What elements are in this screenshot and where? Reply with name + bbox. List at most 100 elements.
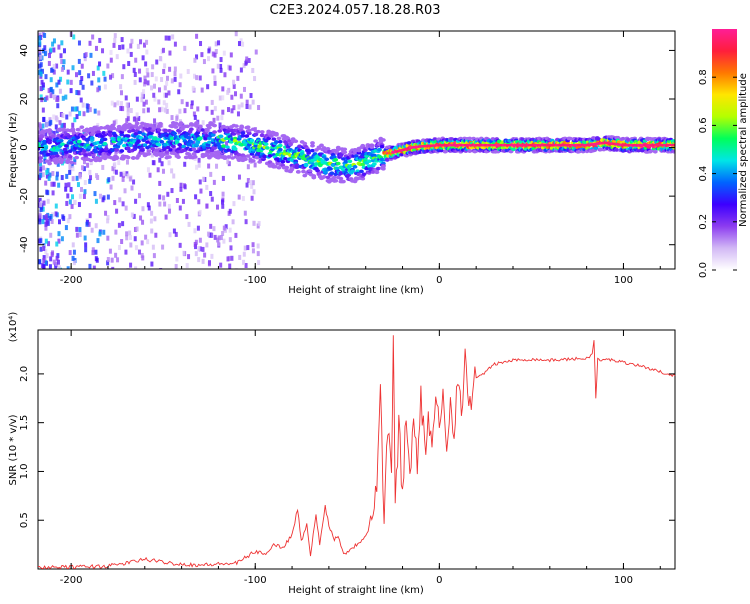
spectrogram-noise-cell	[175, 198, 179, 204]
spectrogram-noise-cell	[61, 95, 65, 101]
spectrogram-noise-cell	[148, 172, 152, 178]
spectrogram-band-cell	[69, 141, 74, 145]
spectrogram-noise-cell	[241, 196, 245, 202]
spectrogram-band-cell	[250, 127, 256, 132]
spectrogram-band-cell	[207, 140, 212, 145]
spectrogram-noise-cell	[52, 47, 56, 53]
spectrogram-band-cell	[60, 142, 65, 146]
spectrogram-noise-cell	[140, 97, 144, 103]
spectrogram-noise-cell	[62, 59, 66, 65]
spectrogram-noise-cell	[62, 122, 66, 128]
spectrogram-noise-cell	[98, 37, 102, 43]
colorbar-label: Normalized spectral amplitude	[738, 73, 749, 227]
spectrogram-noise-cell	[230, 108, 234, 114]
spectrogram-band-cell	[103, 147, 109, 151]
spectrogram-noise-cell	[132, 116, 136, 122]
spectrogram-band-cell	[128, 143, 134, 148]
spectrogram-band-cell	[342, 147, 348, 152]
spectrogram-noise-cell	[162, 195, 166, 201]
spectrogram-noise-cell	[167, 160, 171, 166]
spectrogram-band-cell	[98, 126, 104, 130]
spectrogram-noise-cell	[209, 191, 213, 197]
spectrogram-noise-cell	[234, 91, 238, 97]
spectrogram-noise-cell	[94, 223, 98, 229]
spectrogram-noise-cell	[173, 71, 177, 77]
spectrogram-noise-cell	[106, 257, 110, 263]
spectrogram-noise-cell	[193, 241, 197, 247]
spectrogram-noise-cell	[62, 129, 66, 135]
spectrogram-noise-cell	[86, 162, 90, 168]
spectrogram-noise-cell	[111, 266, 115, 269]
spectrogram-noise-cell	[239, 38, 243, 44]
spectrogram-noise-cell	[170, 188, 174, 194]
spectrogram-band-cell	[341, 179, 346, 184]
spectrogram-noise-cell	[122, 170, 126, 176]
spectrogram-band-cell	[47, 128, 52, 132]
spectrogram-noise-cell	[60, 40, 64, 46]
spectrogram-noise-cell	[245, 182, 249, 188]
spectrogram-noise-cell	[115, 208, 119, 214]
spectrogram-band-cell	[328, 167, 333, 171]
spectrogram-noise-cell	[69, 88, 73, 94]
spectrogram-noise-cell	[175, 116, 179, 122]
spectrogram-noise-cell	[80, 76, 84, 82]
spectrogram-noise-cell	[145, 39, 149, 45]
spectrogram-noise-cell	[187, 254, 191, 260]
spectrogram-noise-cell	[124, 95, 128, 101]
spectrogram-band-cell	[280, 159, 286, 164]
spectrogram-noise-cell	[126, 48, 130, 54]
spectrogram-noise-cell	[207, 48, 211, 54]
spectrogram-noise-cell	[96, 153, 100, 159]
spectrogram-noise-cell	[39, 54, 43, 60]
spectrogram-noise-cell	[42, 264, 46, 269]
spectrogram-band-cell	[197, 136, 203, 140]
spectrogram-band-cell	[164, 150, 170, 154]
spectrogram-noise-cell	[160, 77, 164, 83]
spectrogram-band-cell	[61, 127, 67, 132]
spectrogram-noise-cell	[135, 226, 139, 232]
spectrogram-noise-cell	[83, 180, 87, 186]
spectrogram-noise-cell	[167, 35, 171, 41]
spectrogram-noise-cell	[47, 88, 51, 94]
spectrogram-band-cell	[54, 157, 60, 162]
spectrogram-band-cell	[137, 130, 143, 135]
spectrogram-noise-cell	[243, 210, 247, 216]
spectrogram-band-cell	[257, 144, 263, 148]
spectrogram-band-cell	[47, 161, 52, 166]
spectrogram-band-cell	[97, 144, 103, 149]
spectrogram-noise-cell	[217, 40, 221, 46]
spectrogram-noise-cell	[226, 89, 230, 95]
spectrogram-band-cell	[142, 143, 148, 147]
spectrogram-noise-cell	[201, 258, 205, 264]
spectrogram-noise-cell	[245, 56, 249, 62]
spectrogram-noise-cell	[39, 202, 43, 208]
spectrogram-noise-cell	[88, 213, 92, 219]
spectrogram-band-cell	[411, 148, 417, 153]
spectrogram-noise-cell	[219, 67, 223, 73]
spectrogram-band-cell	[302, 141, 308, 146]
spectrogram-noise-cell	[130, 38, 134, 44]
spectrogram-noise-cell	[146, 202, 150, 208]
spectrogram-noise-cell	[241, 41, 245, 47]
spectrogram-noise-cell	[168, 66, 172, 72]
spectrogram-band-cell	[158, 121, 163, 126]
spectrogram-noise-cell	[111, 175, 115, 181]
spectrogram-noise-cell	[257, 105, 261, 111]
spectrogram-band-cell	[91, 153, 96, 157]
spectrogram-band-cell	[593, 146, 599, 150]
spectrogram-band-cell	[226, 148, 232, 152]
spectrogram-noise-cell	[45, 169, 49, 175]
spectrogram-noise-cell	[86, 107, 90, 113]
spectrogram-noise-cell	[44, 225, 48, 231]
spectrogram-noise-cell	[156, 167, 160, 173]
spectrogram-noise-cell	[45, 253, 49, 259]
spectrogram-band-cell	[294, 165, 300, 170]
spectrogram-band-cell	[133, 131, 139, 136]
spectrogram-noise-cell	[144, 99, 148, 105]
spectrogram-band-cell	[83, 132, 89, 137]
spectrogram-band-cell	[130, 156, 136, 160]
spectrogram-noise-cell	[106, 260, 110, 266]
spectrogram-noise-cell	[122, 64, 126, 70]
spectrogram-band-cell	[244, 134, 250, 138]
spectrogram-noise-cell	[60, 175, 64, 181]
